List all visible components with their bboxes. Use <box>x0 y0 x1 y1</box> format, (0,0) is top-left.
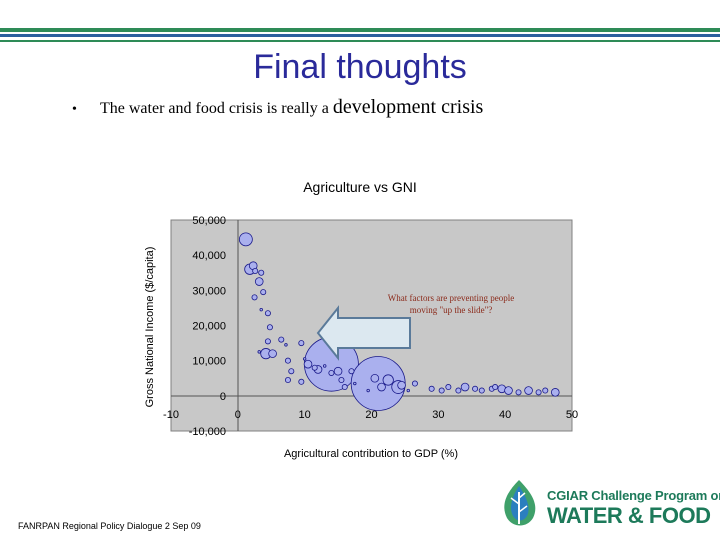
bullet-symbol: • <box>72 102 77 117</box>
x-tick-label: 20 <box>365 409 377 421</box>
data-point <box>460 382 470 392</box>
x-axis-label: Agricultural contribution to GDP (%) <box>284 448 458 460</box>
x-tick-label: 10 <box>299 409 311 421</box>
x-tick-label: 40 <box>499 409 511 421</box>
header-band-green-1 <box>0 28 720 32</box>
data-point <box>302 357 307 361</box>
data-point <box>258 269 265 276</box>
data-point <box>428 385 435 392</box>
data-point <box>377 382 386 392</box>
data-point <box>238 232 253 247</box>
logo-line2: WATER & FOOD <box>547 503 711 528</box>
data-point <box>284 377 291 384</box>
data-point <box>338 377 345 384</box>
bullet-text: The water and food crisis is really a de… <box>100 96 483 119</box>
data-point <box>353 381 357 386</box>
data-point <box>445 384 452 391</box>
x-tick-label: 30 <box>432 409 444 421</box>
data-point <box>478 387 485 394</box>
data-point <box>266 324 273 331</box>
x-tick-labels: -10 0 10 20 30 40 50 <box>163 409 578 421</box>
y-axis-label: Gross National Income ($/capita) <box>144 247 156 408</box>
data-point <box>254 277 264 286</box>
data-point <box>260 289 267 296</box>
data-point <box>333 366 343 376</box>
footer-text: FANRPAN Regional Policy Dialogue 2 Sep 0… <box>18 521 201 531</box>
data-point <box>288 368 295 375</box>
data-point <box>535 389 542 396</box>
data-point <box>257 350 261 354</box>
data-point <box>264 338 271 345</box>
data-point <box>323 364 327 368</box>
y-tick-label: -10,000 <box>189 426 226 438</box>
data-point <box>438 387 445 394</box>
leaf-drop-icon <box>504 480 536 526</box>
logo-line1: CGIAR Challenge Program on <box>547 488 720 503</box>
data-point <box>341 384 348 391</box>
slide-title: Final thoughts <box>253 48 467 86</box>
data-point <box>259 307 263 312</box>
data-point <box>278 336 285 343</box>
data-point <box>366 388 370 393</box>
data-point <box>370 373 380 383</box>
y-tick-label: 20,000 <box>192 321 226 333</box>
data-point <box>264 310 271 317</box>
data-point <box>284 357 291 364</box>
data-point <box>524 386 533 395</box>
data-point <box>492 384 499 391</box>
y-tick-label: 0 <box>220 391 226 403</box>
data-point <box>550 388 560 397</box>
chart-title: Agriculture vs GNI <box>303 179 417 195</box>
data-point <box>411 380 418 387</box>
data-point <box>504 386 513 395</box>
y-tick-label: 10,000 <box>192 356 226 368</box>
header-band-green-2 <box>0 40 720 42</box>
data-point <box>542 387 549 394</box>
data-point <box>406 388 410 393</box>
data-points <box>238 232 560 411</box>
x-tick-label: 50 <box>566 409 578 421</box>
data-point <box>382 374 394 386</box>
data-point <box>311 364 318 371</box>
data-point <box>472 385 479 392</box>
bullet-text-main: The water and food crisis is really a <box>100 100 333 117</box>
data-point <box>328 369 335 376</box>
cgiar-logo: CGIAR Challenge Program on WATER & FOOD <box>495 476 720 532</box>
data-point <box>298 378 305 385</box>
chart-annotation: What factors are preventing people movin… <box>387 293 515 315</box>
y-tick-label: 30,000 <box>192 285 226 297</box>
data-point <box>298 340 305 347</box>
data-point <box>515 389 522 396</box>
data-point <box>455 387 462 394</box>
x-tick-label: -10 <box>163 409 179 421</box>
data-point <box>251 294 258 301</box>
data-point <box>284 343 288 347</box>
data-point <box>252 267 259 274</box>
data-point <box>348 368 355 375</box>
header-band-blue <box>0 34 720 37</box>
data-point <box>397 380 406 390</box>
data-point <box>303 359 313 369</box>
y-tick-label: 50,000 <box>192 215 226 227</box>
annotation-arrow <box>316 305 411 361</box>
data-point <box>268 349 277 358</box>
bullet-text-emph: development crisis <box>332 96 484 118</box>
y-tick-labels: -10,000 0 10,000 20,000 30,000 40,000 50,000 <box>189 215 226 438</box>
y-tick-label: 40,000 <box>192 250 226 262</box>
x-tick-label: 0 <box>235 409 241 421</box>
